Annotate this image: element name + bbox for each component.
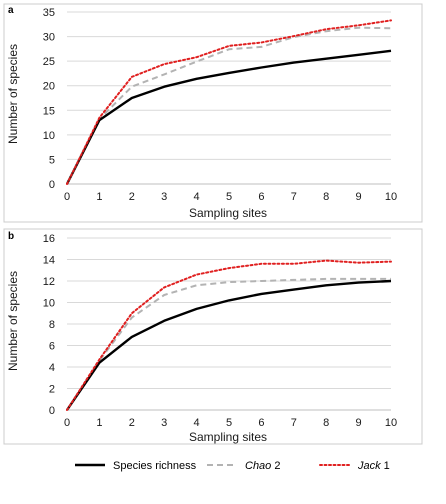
panel-b-xtick-label: 8 bbox=[323, 417, 329, 429]
panel-b-series-species-richness bbox=[66, 279, 392, 411]
panel-b-ytick-label: 10 bbox=[43, 298, 55, 310]
legend-label-part: 2 bbox=[271, 460, 280, 472]
panel-a-xtick-label: 1 bbox=[96, 191, 102, 203]
panel-a-ytick-label: 15 bbox=[43, 105, 55, 117]
panel-b-xtick-label: 6 bbox=[258, 417, 264, 429]
panel-b-xtick-label: 1 bbox=[96, 417, 102, 429]
panel-b-xtick-label: 0 bbox=[64, 417, 70, 429]
panel-b-series-chao2 bbox=[66, 277, 391, 411]
panel-a-ytick-label: 25 bbox=[43, 56, 55, 68]
panel-a-ylabel: Number of species bbox=[6, 44, 20, 144]
panel-b-border bbox=[3, 228, 423, 445]
panel-a-series-chao2 bbox=[66, 26, 392, 185]
panel-a-xtick-label: 2 bbox=[129, 191, 135, 203]
panel-a-border bbox=[3, 3, 423, 223]
legend-label-species-richness: Species richness bbox=[113, 460, 197, 472]
panel-b-xtick-label: 9 bbox=[356, 417, 362, 429]
panel-a-ytick-label: 35 bbox=[43, 7, 55, 19]
legend-label-jack1: Jack 1 bbox=[357, 460, 390, 472]
panel-a-series-species-richness bbox=[65, 49, 392, 185]
panel-a-xtick-label: 3 bbox=[161, 191, 167, 203]
panel-a-ytick-label: 30 bbox=[43, 32, 55, 44]
panel-a-xtick-label: 6 bbox=[258, 191, 264, 203]
panel-a-xlabel: Sampling sites bbox=[189, 206, 267, 220]
panel-a-axes: 0 5 10 15 20 25 30 35 0 1 2 3 4 5 6 7 8 9 10 bbox=[43, 7, 397, 203]
panel-a-grid bbox=[67, 11, 391, 160]
panel-b-xtick-label: 3 bbox=[161, 417, 167, 429]
panel-a-ytick-label: 10 bbox=[43, 130, 55, 142]
panel-a-xtick-label: 5 bbox=[226, 191, 232, 203]
panel-b-xtick-label: 4 bbox=[194, 417, 200, 429]
panel-b-xtick-label: 10 bbox=[385, 417, 397, 429]
panel-b-ytick-label: 14 bbox=[43, 255, 55, 267]
panel-b-ytick-label: 8 bbox=[49, 319, 55, 331]
legend-label-part: Jack bbox=[357, 460, 381, 472]
panel-b-xtick-label: 7 bbox=[291, 417, 297, 429]
legend: Species richness Chao 2 Jack 1 bbox=[75, 460, 390, 472]
panel-a-series bbox=[65, 19, 392, 185]
panel-a-ytick-label: 5 bbox=[49, 154, 55, 166]
panel-b-ytick-label: 4 bbox=[49, 362, 55, 374]
panel-b-ytick-label: 16 bbox=[43, 233, 55, 245]
panel-a-xtick-label: 4 bbox=[194, 191, 200, 203]
panel-b-ytick-label: 0 bbox=[49, 405, 55, 417]
panel-b-xtick-label: 5 bbox=[226, 417, 232, 429]
legend-label-part: Chao bbox=[245, 460, 271, 472]
panel-a-xtick-label: 0 bbox=[64, 191, 70, 203]
panel-b-series bbox=[66, 259, 392, 411]
panel-a-label: a bbox=[8, 5, 14, 16]
panel-b-xtick-label: 2 bbox=[129, 417, 135, 429]
panel-b-ytick-label: 12 bbox=[43, 276, 55, 288]
panel-b-grid bbox=[67, 237, 391, 389]
panel-b-ytick-label: 6 bbox=[49, 341, 55, 353]
panel-b-xlabel: Sampling sites bbox=[189, 430, 267, 444]
panel-a-xtick-label: 7 bbox=[291, 191, 297, 203]
panel-b-series-jack1 bbox=[66, 259, 392, 411]
panel-a-xtick-label: 8 bbox=[323, 191, 329, 203]
legend-label-chao2: Chao 2 bbox=[245, 460, 280, 472]
panel-b-ytick-label: 2 bbox=[49, 384, 55, 396]
panel-a-xtick-label: 9 bbox=[356, 191, 362, 203]
chart-panel-a: a 0 5 10 15 20 25 30 35 0 1 2 3 4 5 6 7 8 9 10 Sampling si… bbox=[3, 3, 423, 223]
panel-b-ylabel: Number of species bbox=[6, 271, 20, 371]
legend-label-part: Species richness bbox=[113, 460, 197, 472]
panel-a-ytick-label: 20 bbox=[43, 81, 55, 93]
panel-b-label: b bbox=[8, 231, 14, 242]
panel-a-ytick-label: 0 bbox=[49, 179, 55, 191]
panel-a-series-jack1 bbox=[66, 19, 392, 185]
panel-a-xtick-label: 10 bbox=[385, 191, 397, 203]
legend-label-part: 1 bbox=[381, 460, 390, 472]
